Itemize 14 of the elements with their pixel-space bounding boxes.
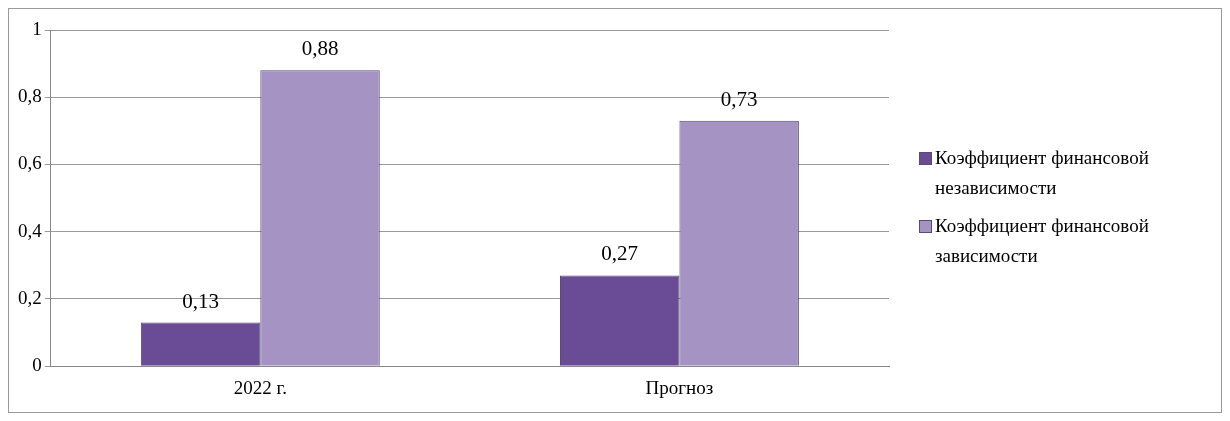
y-tick-label: 0,6 <box>18 152 42 174</box>
y-tick-label: 1 <box>32 17 42 39</box>
x-tick-label: 2022 г. <box>233 376 287 398</box>
y-tick-label: 0 <box>32 354 42 376</box>
data-label: 0,27 <box>601 241 639 266</box>
data-label: 0,88 <box>301 36 339 61</box>
legend-label: Коэффициент финансовой зависимости <box>935 213 1150 268</box>
y-tick-label: 0,8 <box>18 85 42 107</box>
y-tick-label: 0,2 <box>18 286 42 308</box>
x-tick-label: Прогноз <box>645 376 714 398</box>
data-label: 0,13 <box>182 288 219 313</box>
data-label: 0,73 <box>720 86 758 111</box>
legend-label: Коэффициент финансовой независимости <box>935 145 1150 200</box>
y-tick-label: 0,4 <box>18 219 43 241</box>
